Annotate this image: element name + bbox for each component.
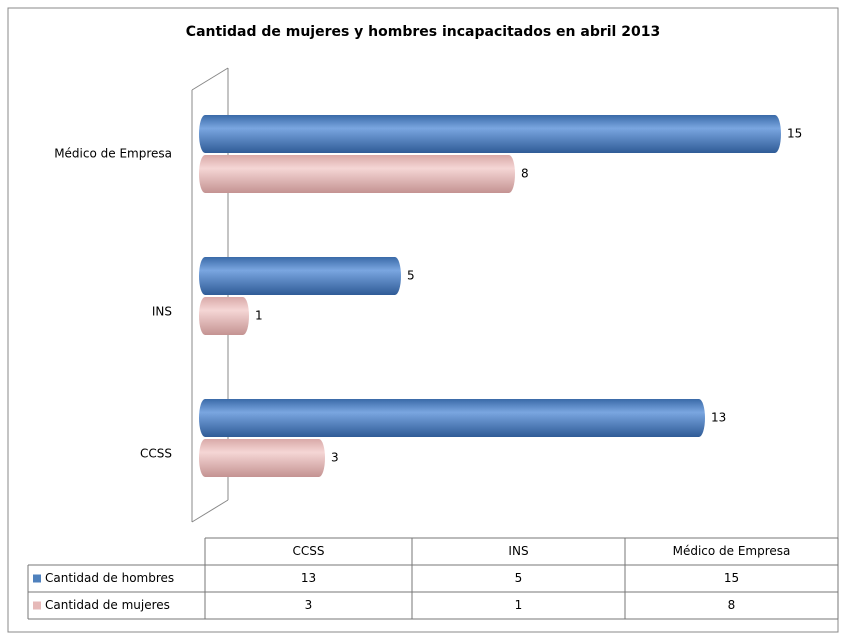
data-label: 15 [787, 127, 802, 141]
table-cell: 5 [515, 571, 523, 585]
data-label: 5 [407, 269, 415, 283]
data-label: 3 [331, 451, 339, 465]
axis-wall [191, 499, 229, 523]
bar [199, 297, 249, 335]
chart-frame [7, 7, 839, 633]
axis-wall [191, 67, 229, 91]
chart-title: Cantidad de mujeres y hombres incapacita… [186, 24, 660, 40]
legend-label: Cantidad de hombres [45, 571, 174, 585]
legend-key [33, 601, 41, 610]
data-label: 8 [521, 167, 529, 181]
table-cell: 8 [728, 598, 736, 612]
bar [199, 155, 515, 193]
table-cell: 13 [301, 571, 316, 585]
table-cell: 1 [515, 598, 523, 612]
category-label: CCSS [140, 447, 172, 461]
legend-label: Cantidad de mujeres [45, 598, 170, 612]
table-header: CCSS [293, 544, 325, 558]
category-label: Médico de Empresa [54, 147, 172, 161]
table-header: Médico de Empresa [673, 544, 791, 558]
table-cell: 3 [305, 598, 313, 612]
data-label: 13 [711, 411, 726, 425]
legend-key [33, 574, 41, 583]
table-header: INS [508, 544, 528, 558]
data-label: 1 [255, 309, 263, 323]
bar [199, 399, 705, 437]
table-cell: 15 [724, 571, 739, 585]
bar [199, 257, 401, 295]
bar [199, 439, 325, 477]
bar [199, 115, 781, 153]
category-label: INS [152, 305, 172, 319]
